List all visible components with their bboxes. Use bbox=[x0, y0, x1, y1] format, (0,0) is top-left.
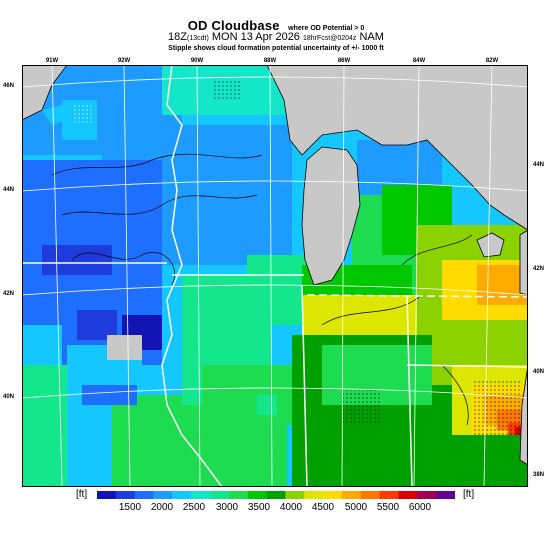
colorbar-label: 1500 bbox=[118, 502, 142, 513]
colorbar-label: 2000 bbox=[150, 502, 174, 513]
colorbar-label: 3500 bbox=[247, 502, 271, 513]
valid-time-line: 18Z(13cdt) MON 13 Apr 2026 18hrFcst@0204… bbox=[0, 31, 552, 43]
lon-label-90w: 90W bbox=[190, 58, 204, 64]
stipple-regions bbox=[72, 80, 522, 435]
contour-lines bbox=[51, 153, 473, 426]
colorbar-swatch bbox=[172, 491, 192, 499]
valid-local-time: (13cdt) bbox=[187, 35, 209, 42]
state-borders bbox=[22, 65, 528, 487]
lat-label-40n-left: 40N bbox=[3, 394, 15, 400]
valid-hour: 18Z bbox=[168, 31, 188, 43]
colorbar-swatch bbox=[398, 491, 418, 499]
colorbar-swatch bbox=[134, 491, 154, 499]
colorbar-label: 5000 bbox=[344, 502, 368, 513]
colorbar-swatch bbox=[304, 491, 324, 499]
lon-label-91w: 91W bbox=[45, 58, 59, 64]
forecast-info: 18hrFcst@0204z bbox=[303, 35, 357, 42]
colorbar-swatch bbox=[266, 491, 286, 499]
map-frame bbox=[22, 65, 528, 487]
colorbar-label: 3000 bbox=[215, 502, 239, 513]
model-name: NAM bbox=[359, 31, 384, 43]
title-row: OD Cloudbase where OD Potential > 0 bbox=[0, 17, 552, 35]
lon-label-84w: 84W bbox=[412, 58, 426, 64]
colorbar-label: 6000 bbox=[408, 502, 432, 513]
colorbar-swatch bbox=[323, 491, 343, 499]
colorbar-swatch bbox=[341, 491, 362, 499]
lat-label-42n-right: 42N bbox=[533, 266, 545, 272]
chart-title: OD Cloudbase bbox=[187, 18, 280, 33]
stipple-note: Stipple shows cloud formation potential … bbox=[168, 45, 384, 52]
colorbar-swatch bbox=[153, 491, 173, 499]
lat-label-40n-right: 40N bbox=[533, 369, 545, 375]
colorbar-swatch bbox=[210, 491, 230, 499]
lat-label-46n: 46N bbox=[3, 83, 15, 89]
lon-label-88w: 88W bbox=[263, 58, 277, 64]
colorbar-swatch bbox=[115, 491, 135, 499]
colorbar-swatch bbox=[285, 491, 305, 499]
colorbar-swatch bbox=[417, 491, 437, 499]
lon-label-86w: 86W bbox=[337, 58, 351, 64]
colorbar-swatch bbox=[228, 491, 249, 499]
colorbar-label: 4000 bbox=[279, 502, 303, 513]
lon-label-82w: 82W bbox=[485, 58, 499, 64]
colorbar-swatch bbox=[436, 491, 455, 499]
lat-label-42n-left: 42N bbox=[3, 291, 15, 297]
colorbar-swatch bbox=[97, 491, 117, 499]
lat-label-44n-left: 44N bbox=[3, 187, 15, 193]
lon-label-92w: 92W bbox=[117, 58, 131, 64]
cloudbase-map bbox=[22, 65, 528, 487]
colorbar-swatch bbox=[191, 491, 211, 499]
colorbar-swatch bbox=[379, 491, 399, 499]
lat-label-38n-right: 38N bbox=[533, 472, 545, 478]
colorbar bbox=[97, 491, 455, 499]
colorbar-swatch bbox=[360, 491, 380, 499]
graticule bbox=[22, 65, 528, 487]
colorbar-label: 4500 bbox=[311, 502, 335, 513]
title-condition-note: where OD Potential > 0 bbox=[288, 25, 365, 32]
colorbar-unit-right: [ft] bbox=[463, 489, 475, 500]
colorbar-swatch bbox=[247, 491, 267, 499]
valid-date: MON 13 Apr 2026 bbox=[211, 31, 300, 43]
colorbar-unit-left: [ft] bbox=[76, 489, 88, 500]
colorbar-label: 5500 bbox=[376, 502, 400, 513]
lat-label-44n-right: 44N bbox=[533, 162, 545, 168]
colorbar-label: 2500 bbox=[182, 502, 206, 513]
